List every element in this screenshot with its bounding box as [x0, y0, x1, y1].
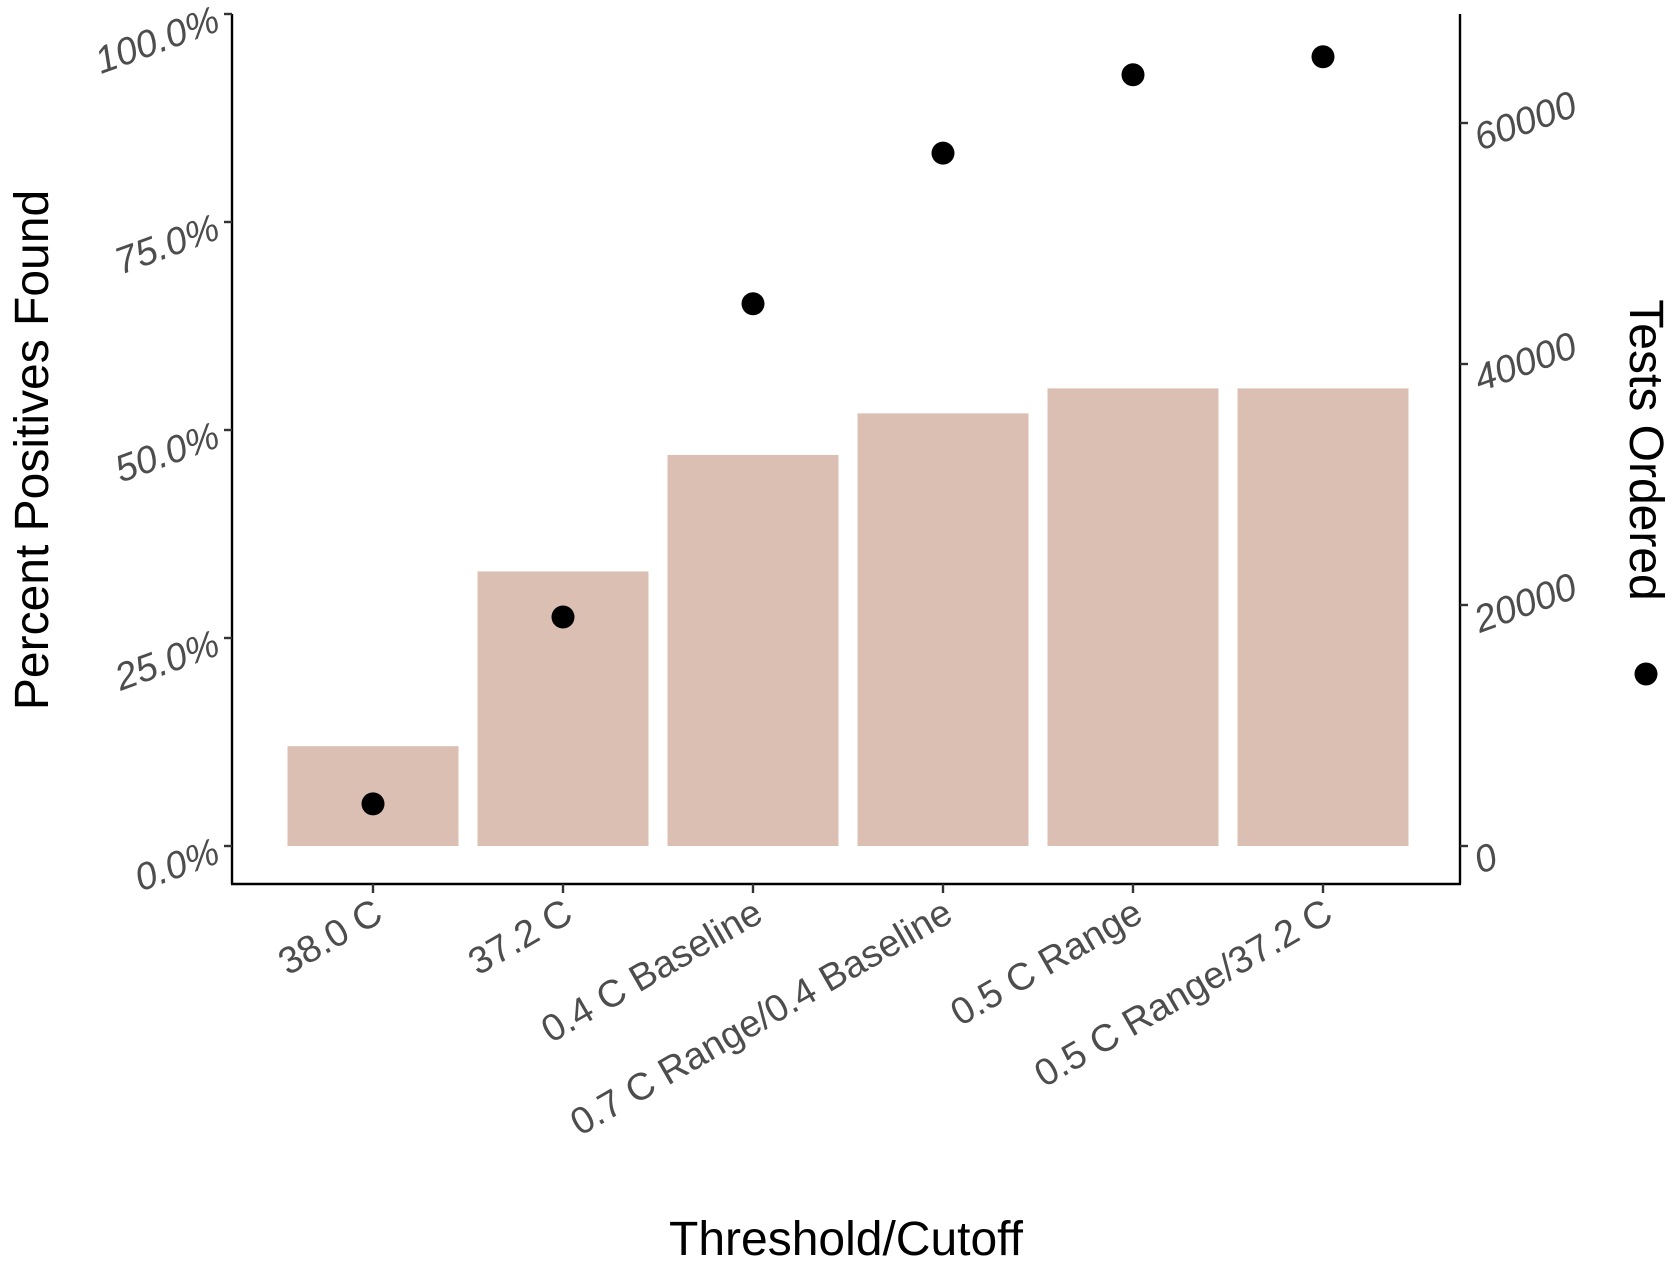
bar-3 — [857, 413, 1029, 846]
y2-axis-title: Tests Ordered — [1619, 299, 1672, 600]
point-2 — [741, 292, 765, 316]
left-ticks: 0.0% 25.0% 50.0% 75.0% 100.0% — [90, 0, 232, 900]
x-tick-label-1: 37.2 C — [462, 891, 580, 983]
bar-2 — [667, 454, 839, 846]
bars-layer — [287, 388, 1409, 846]
axes-layer — [230, 14, 1462, 886]
y-tick-label-1: 25.0% — [109, 623, 226, 700]
y-axis-title: Percent Positives Found — [6, 190, 59, 710]
points-layer — [361, 45, 1335, 816]
bar-4 — [1047, 388, 1219, 846]
y2-tick-label-3: 60000 — [1469, 84, 1583, 160]
right-ticks: 0 20000 40000 60000 — [1460, 84, 1583, 883]
y-tick-label-4: 100.0% — [90, 0, 225, 83]
y2-tick-label-1: 20000 — [1468, 566, 1583, 642]
bar-5 — [1237, 388, 1409, 846]
y-tick-label-0: 0.0% — [129, 831, 225, 900]
point-4 — [1121, 63, 1145, 87]
y2-tick-label-2: 40000 — [1469, 325, 1583, 401]
legend-point-marker — [1634, 662, 1658, 686]
point-3 — [931, 141, 955, 165]
x-axis-title: Threshold/Cutoff — [669, 1213, 1024, 1261]
y-tick-label-3: 75.0% — [109, 207, 225, 283]
x-tick-label-0: 38.0 C — [272, 891, 390, 983]
point-5 — [1311, 45, 1335, 69]
point-1 — [551, 605, 575, 629]
y-tick-label-2: 50.0% — [109, 415, 225, 491]
y2-tick-label-0: 0 — [1469, 836, 1503, 883]
point-0 — [361, 792, 385, 816]
